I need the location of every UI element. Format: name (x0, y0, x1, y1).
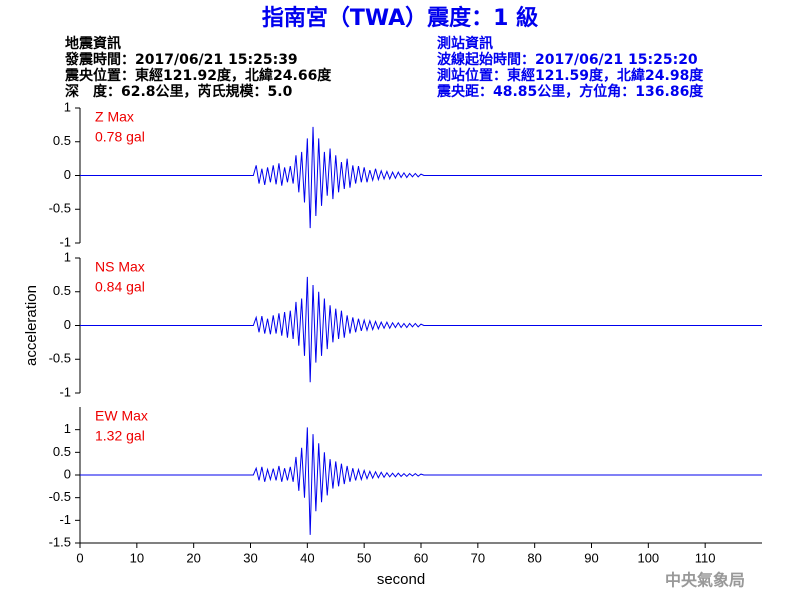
waveform (80, 276, 762, 383)
y-tick-label: 0 (64, 466, 71, 481)
y-tick-label: -1 (59, 384, 71, 399)
panel-annotation: EW Max (95, 408, 148, 424)
panel-annotation: Z Max (95, 109, 134, 125)
y-tick-label: 0.5 (53, 283, 71, 298)
x-tick-label: 20 (186, 550, 200, 565)
y-tick-label: -1 (59, 512, 71, 527)
y-tick-label: -0.5 (49, 201, 71, 216)
x-tick-label: 110 (695, 550, 716, 565)
y-tick-label: 1 (64, 99, 71, 114)
info-right: 震央距：48.85公里，方位角：136.86度 (436, 83, 704, 100)
info-right: 波線起始時間：2017/06/21 15:25:20 (437, 51, 698, 68)
info-right: 測站位置：東經121.59度，北緯24.98度 (437, 67, 704, 84)
waveform (80, 126, 762, 229)
info-right: 測站資訊 (437, 35, 493, 52)
x-axis-label: second (377, 571, 425, 588)
y-tick-label: -1.5 (49, 534, 71, 549)
watermark: 中央氣象局 (665, 571, 745, 590)
x-tick-label: 90 (584, 550, 598, 565)
y-tick-label: 0.5 (53, 133, 71, 148)
y-tick-label: -0.5 (49, 351, 71, 366)
info-left: 深 度：62.8公里，芮氏規模：5.0 (65, 83, 293, 100)
info-left: 震央位置：東經121.92度，北緯24.66度 (64, 67, 332, 84)
x-tick-label: 100 (637, 550, 659, 565)
x-tick-label: 60 (414, 550, 428, 565)
x-tick-label: 40 (300, 550, 314, 565)
y-tick-label: 0 (64, 317, 71, 332)
chart-title: 指南宮（TWA）震度：1 級 (262, 5, 538, 31)
x-tick-label: 50 (357, 550, 371, 565)
y-tick-label: 0 (64, 167, 71, 182)
panel-max: 1.32 gal (95, 428, 145, 444)
x-tick-label: 10 (130, 550, 144, 565)
y-tick-label: 1 (64, 249, 71, 264)
y-tick-label: -1 (59, 234, 71, 249)
y-tick-label: 0.5 (53, 444, 71, 459)
x-tick-label: 70 (471, 550, 485, 565)
y-tick-label: -0.5 (49, 489, 71, 504)
x-tick-label: 30 (243, 550, 257, 565)
y-axis-label: acceleration (23, 285, 40, 366)
x-tick-label: 80 (527, 550, 541, 565)
panel-max: 0.78 gal (95, 129, 145, 145)
info-left: 地震資訊 (65, 35, 121, 52)
x-tick-label: 0 (76, 550, 83, 565)
waveform (80, 427, 762, 535)
panel-annotation: NS Max (95, 259, 145, 275)
panel-max: 0.84 gal (95, 279, 145, 295)
y-tick-label: 1 (64, 421, 71, 436)
info-left: 發震時間：2017/06/21 15:25:39 (64, 51, 298, 68)
